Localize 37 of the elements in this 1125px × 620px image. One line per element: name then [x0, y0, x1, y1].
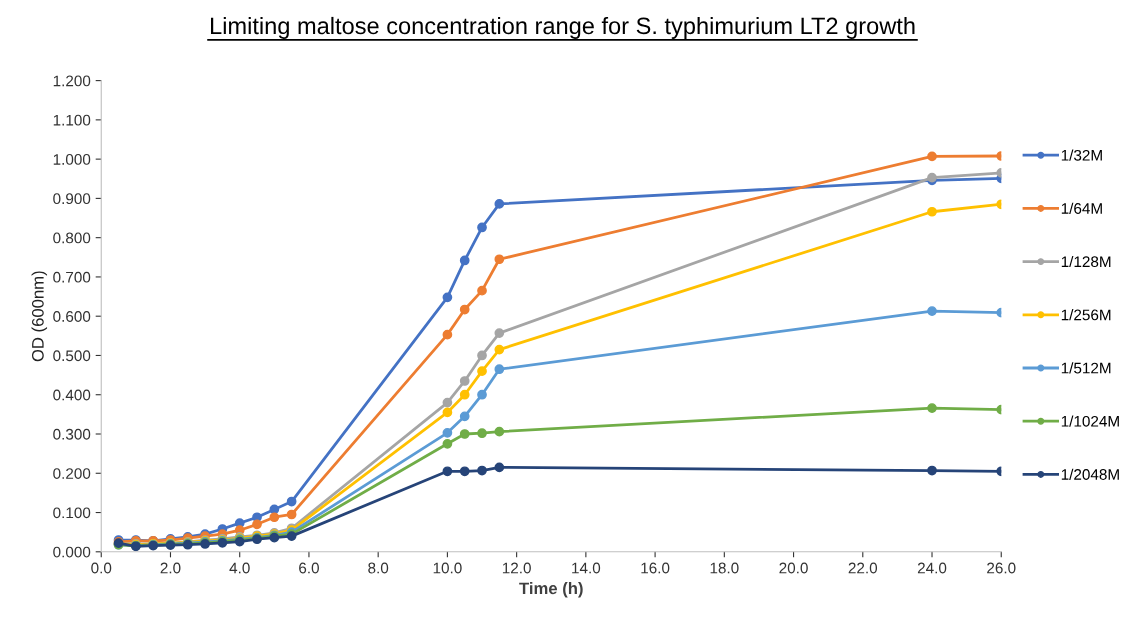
y-tick-label: 0.500: [53, 350, 91, 362]
legend-label: 1/2048M: [1061, 468, 1119, 480]
y-tick-label: 0.800: [53, 232, 91, 244]
x-tick-label: 8.0: [368, 562, 389, 574]
x-tick-label: 20.0: [779, 562, 808, 574]
legend-label: 1/256M: [1061, 309, 1111, 321]
legend-label: 1/64M: [1061, 202, 1102, 214]
x-tick-label: 12.0: [502, 562, 531, 574]
x-tick-label: 24.0: [917, 562, 947, 574]
chart-title: Limiting maltose concentration range for S. typhimurium LT2 growth: [211, 16, 915, 39]
y-tick-label: 0.300: [53, 428, 91, 440]
y-tick-label: 0.700: [53, 271, 91, 283]
x-tick-label: 4.0: [229, 562, 250, 574]
y-tick-label: 0.600: [53, 311, 91, 322]
y-tick-label: 0.900: [53, 193, 91, 205]
y-tick-label: 1.200: [53, 75, 91, 87]
x-tick-label: 18.0: [710, 562, 739, 574]
y-tick-label: 0.200: [53, 468, 91, 479]
legend-label: 1/32M: [1061, 149, 1102, 161]
legend-label: 1/512M: [1061, 362, 1111, 374]
y-tick-label: 1.100: [53, 114, 91, 126]
y-axis-title: OD (600nm): [31, 271, 48, 362]
x-tick-label: 22.0: [848, 562, 878, 574]
legend-label: 1/1024M: [1061, 415, 1119, 427]
x-tick-label: 10.0: [433, 562, 462, 574]
y-tick-label: 1.000: [53, 154, 91, 165]
legend-label: 1/128M: [1061, 255, 1111, 268]
y-tick-label: 0.000: [53, 546, 91, 558]
x-tick-label: 26.0: [987, 562, 1016, 574]
y-tick-label: 0.400: [53, 389, 91, 401]
x-tick-label: 16.0: [641, 562, 670, 574]
y-tick-label: 0.100: [53, 507, 91, 519]
x-tick-label: 14.0: [572, 562, 601, 574]
x-tick-label: 0.0: [91, 562, 112, 574]
x-tick-label: 2.0: [160, 562, 181, 574]
x-axis-title: Time (h): [519, 582, 583, 598]
x-tick-label: 6.0: [299, 562, 319, 574]
